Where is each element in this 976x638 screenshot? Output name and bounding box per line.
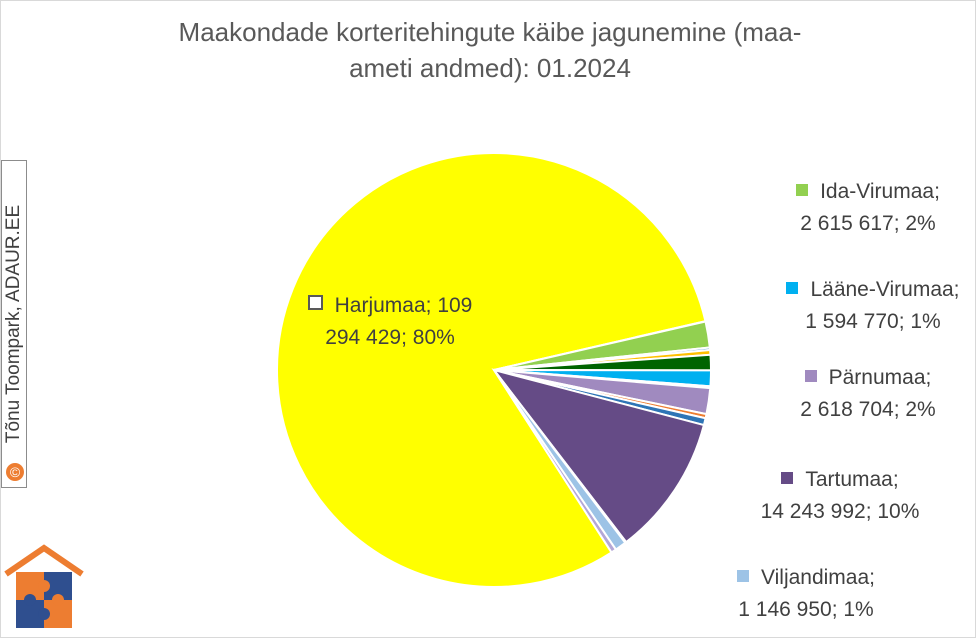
data-label-harjumaa: Harjumaa; 109 294 429; 80%	[290, 290, 490, 354]
data-label-parnumaa-name: Pärnumaa;	[828, 366, 932, 389]
data-label-tartumaa-name: Tartumaa;	[805, 468, 899, 491]
data-label-ida-virumaa-value: 2 615 617; 2%	[800, 212, 936, 235]
legend-swatch-ida-virumaa	[796, 184, 809, 196]
data-label-viljandimaa-name: Viljandimaa;	[760, 566, 875, 589]
chart-title-line-2: ameti andmed): 01.2024	[349, 53, 631, 83]
data-label-harjumaa-percent: 80%	[412, 326, 455, 349]
pie-slice-võrumaa	[493, 369, 618, 554]
legend-swatch-tartumaa	[781, 472, 794, 484]
legend-swatch-laane-virumaa	[786, 282, 799, 294]
data-label-parnumaa: Pärnumaa; 2 618 704; 2%	[768, 362, 968, 426]
data-label-viljandimaa-value: 1 146 950; 1%	[738, 598, 874, 621]
data-label-laane-virumaa-value: 1 594 770; 1%	[805, 310, 941, 333]
data-label-harjumaa-value: 109 294 429;	[325, 294, 473, 349]
data-label-viljandimaa: Viljandimaa; 1 146 950; 1%	[706, 562, 906, 626]
data-label-laane-virumaa-name: Lääne-Virumaa;	[810, 278, 960, 301]
data-label-tartumaa: Tartumaa; 14 243 992; 10%	[720, 464, 960, 528]
data-label-parnumaa-value: 2 618 704; 2%	[800, 398, 936, 421]
data-label-tartumaa-value: 14 243 992; 10%	[760, 500, 920, 523]
legend-swatch-parnumaa	[804, 370, 817, 382]
copyright-icon: ©	[6, 463, 24, 481]
data-label-ida-virumaa: Ida-Virumaa; 2 615 617; 2%	[768, 176, 968, 240]
legend-swatch-viljandimaa	[736, 570, 749, 582]
pie-slice-tartumaa	[491, 368, 706, 544]
data-label-laane-virumaa: Lääne-Virumaa; 1 594 770; 1%	[768, 274, 976, 338]
watermark: Tõnu Toompark, ADAUR.EE ©	[1, 160, 27, 488]
data-label-ida-virumaa-name: Ida-Virumaa;	[820, 180, 940, 203]
legend-swatch-harjumaa	[307, 295, 323, 310]
chart-title-line-1: Maakondade korteritehingute käibe jagune…	[178, 17, 802, 47]
pie-slice-harjumaa	[276, 152, 707, 588]
adaur-logo-icon	[4, 544, 84, 628]
chart-title: Maakondade korteritehingute käibe jagune…	[100, 14, 880, 86]
data-label-harjumaa-name: Harjumaa;	[334, 294, 432, 317]
